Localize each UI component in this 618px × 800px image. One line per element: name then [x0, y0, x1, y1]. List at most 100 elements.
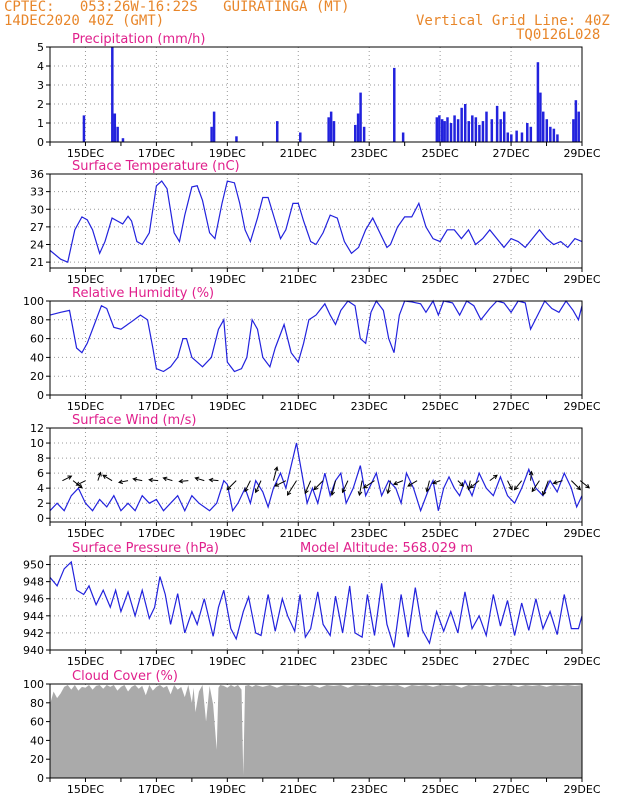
precip-title: Precipitation (mm/h)	[72, 32, 205, 47]
wind-arrow	[431, 479, 441, 485]
x-tick-label: 17DEC	[138, 147, 175, 160]
wind-title: Surface Wind (m/s)	[72, 413, 196, 428]
precip-bar	[467, 121, 471, 142]
x-tick-label: 27DEC	[493, 273, 530, 286]
wind-line	[49, 442, 583, 513]
y-tick-label: 0	[37, 772, 44, 785]
precip-bar	[463, 104, 467, 142]
x-tick-label: 21DEC	[280, 783, 317, 796]
precip-bar	[116, 126, 119, 142]
precip-bar	[82, 115, 86, 142]
x-tick-label: 27DEC	[493, 783, 530, 796]
y-tick-label: 20	[30, 753, 44, 766]
x-tick-label: 17DEC	[138, 783, 175, 796]
x-tick-label: 25DEC	[422, 783, 459, 796]
y-tick-label: 946	[23, 593, 44, 606]
x-tick-label: 23DEC	[351, 147, 388, 160]
x-tick-label: 23DEC	[351, 400, 388, 413]
y-tick-label: 944	[23, 610, 44, 623]
precip-bar	[449, 123, 453, 142]
wind-arrow	[386, 480, 391, 495]
wind-arrow	[425, 480, 430, 493]
x-tick-label: 27DEC	[493, 147, 530, 160]
x-tick-label: 29DEC	[563, 400, 600, 413]
x-tick-label: 15DEC	[67, 147, 104, 160]
precip-bar	[121, 138, 125, 142]
cloud-frame	[49, 683, 583, 779]
precip-bar	[354, 124, 357, 142]
y-tick-label: 2	[37, 98, 44, 111]
wind-arrow	[162, 476, 173, 482]
temp-line	[49, 180, 583, 263]
precip-bar	[499, 119, 502, 142]
precip-bar	[113, 113, 117, 142]
wind-arrow	[274, 480, 287, 487]
cloud-title: Cloud Cover (%)	[72, 669, 178, 684]
y-tick-label: 30	[30, 203, 44, 216]
x-tick-label: 23DEC	[351, 655, 388, 668]
y-tick-label: 40	[30, 351, 44, 364]
x-tick-label: 27DEC	[493, 655, 530, 668]
precip-bar	[435, 117, 439, 142]
y-tick-label: 27	[30, 221, 44, 234]
y-tick-label: 21	[30, 256, 44, 269]
rh-title: Relative Humidity (%)	[72, 286, 214, 301]
press-annotation: Model Altitude: 568.029 m	[300, 541, 473, 556]
wind-arrow	[75, 480, 86, 486]
wind-arrow	[102, 474, 113, 482]
wind-arrow	[178, 478, 189, 484]
y-tick-label: 40	[30, 734, 44, 747]
x-tick-label: 17DEC	[138, 655, 175, 668]
y-tick-label: 948	[23, 576, 44, 589]
x-tick-label: 15DEC	[67, 400, 104, 413]
precip-bar	[526, 123, 529, 142]
precip-bar	[549, 126, 552, 142]
wind-arrow	[513, 480, 523, 491]
wind-arrow	[489, 474, 498, 482]
rh-frame	[49, 300, 583, 396]
precip-bar	[460, 107, 463, 142]
wind-arrow	[132, 477, 143, 482]
precip-bar	[485, 111, 488, 142]
x-tick-label: 23DEC	[351, 783, 388, 796]
wind-arrow	[254, 480, 262, 494]
x-tick-label: 23DEC	[351, 273, 388, 286]
header-model-code: TQ0126L028	[516, 27, 601, 43]
wind-arrow	[362, 480, 375, 489]
y-tick-label: 10	[30, 437, 44, 450]
precip-bar	[478, 124, 481, 142]
y-tick-label: 20	[30, 370, 44, 383]
wind-frame	[49, 427, 583, 523]
y-tick-label: 100	[23, 678, 44, 691]
precip-bar	[456, 119, 460, 142]
y-tick-label: 0	[37, 389, 44, 402]
precip-bar	[362, 126, 366, 142]
x-tick-label: 29DEC	[563, 273, 600, 286]
wind-arrow	[392, 480, 404, 486]
x-tick-label: 19DEC	[209, 273, 246, 286]
y-tick-label: 3	[37, 79, 44, 92]
x-tick-label: 29DEC	[563, 655, 600, 668]
x-tick-label: 19DEC	[209, 527, 246, 540]
wind-arrow	[357, 480, 363, 497]
x-tick-label: 15DEC	[67, 783, 104, 796]
precip-bar	[572, 119, 575, 142]
wind-arrow	[531, 480, 540, 493]
x-tick-label: 25DEC	[422, 273, 459, 286]
precip-bar	[299, 132, 302, 142]
y-tick-label: 4	[37, 60, 44, 73]
wind-arrow	[541, 480, 549, 497]
header-station: CPTEC: 053:26W-16:22S GUIRATINGA (MT)	[4, 0, 350, 15]
precip-bar	[438, 115, 441, 142]
y-tick-label: 2	[37, 497, 44, 510]
precip-bar	[235, 136, 238, 142]
wind-arrow	[118, 479, 129, 485]
precip-bar	[502, 111, 506, 142]
precip-bar	[111, 47, 114, 142]
precip-bar	[495, 105, 499, 142]
y-tick-label: 0	[37, 512, 44, 525]
precip-bar	[443, 121, 446, 142]
y-tick-label: 60	[30, 333, 44, 346]
precip-bar	[520, 132, 524, 142]
